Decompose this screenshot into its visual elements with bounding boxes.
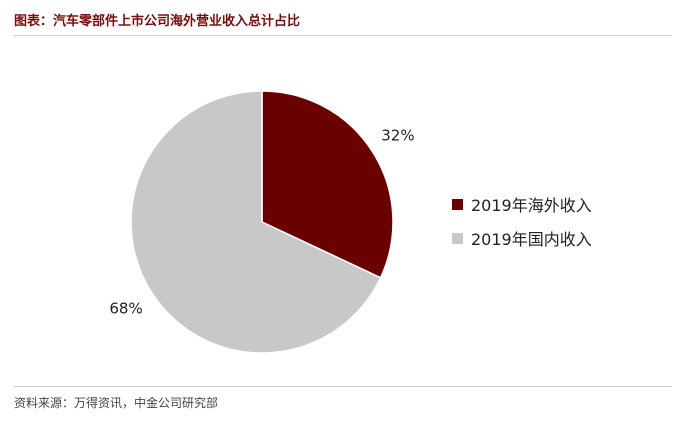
legend-label-domestic: 2019年国内收入 [471, 230, 592, 249]
legend-swatch-domestic [452, 232, 463, 244]
bottom-divider [14, 386, 672, 387]
legend: 2019年海外收入 2019年国内收入 [452, 194, 592, 262]
source-note: 资料来源：万得资讯，中金公司研究部 [14, 396, 219, 410]
chart-title: 图表：汽车零部件上市公司海外营业收入总计占比 [14, 14, 301, 29]
top-divider [14, 35, 672, 36]
pie-slice-overseas [261, 90, 394, 279]
pie-slice-domestic [130, 90, 382, 354]
legend-item-domestic: 2019年国内收入 [452, 228, 592, 249]
legend-label-overseas: 2019年海外收入 [471, 196, 592, 215]
legend-item-overseas: 2019年海外收入 [452, 194, 592, 215]
legend-swatch-overseas [452, 198, 463, 210]
data-label-domestic: 68% [109, 299, 142, 317]
data-label-overseas: 32% [381, 127, 414, 145]
